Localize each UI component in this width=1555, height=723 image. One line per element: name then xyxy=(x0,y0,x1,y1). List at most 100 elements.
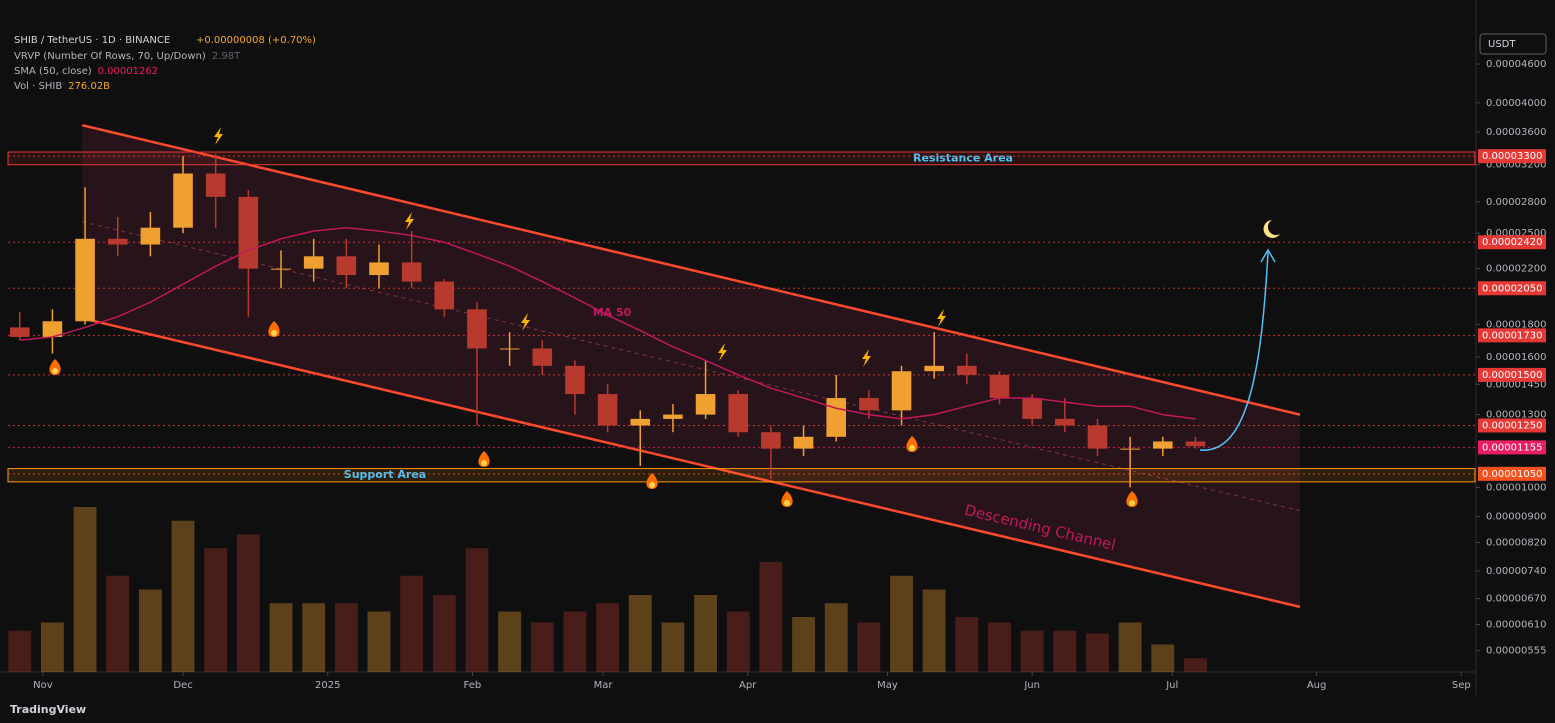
candle-body xyxy=(1120,448,1140,450)
zone xyxy=(7,151,1476,166)
level-label: 0.00002050 xyxy=(1482,283,1542,294)
x-tick-label: Apr xyxy=(739,680,757,691)
candle-body xyxy=(303,256,324,269)
x-tick-label: Dec xyxy=(173,680,192,691)
bolt-icon xyxy=(521,313,530,331)
y-tick-label: 0.00004000 xyxy=(1486,98,1546,109)
zone xyxy=(7,468,1476,483)
y-tick-label: 0.00002800 xyxy=(1486,197,1546,208)
candle-body xyxy=(630,418,651,426)
fire-core xyxy=(271,330,277,336)
candle-body xyxy=(924,365,944,372)
x-tick-label: Mar xyxy=(594,680,614,691)
y-tick-label: 0.00003200 xyxy=(1486,160,1546,171)
fire-core xyxy=(649,482,655,488)
volume-bar xyxy=(563,611,587,672)
indicator-name: VRVP (Number Of Rows, 70, Up/Down) xyxy=(14,51,206,62)
candle-body xyxy=(1087,425,1108,449)
volume-bar xyxy=(1151,644,1175,672)
candle-body xyxy=(891,371,912,411)
indicator-value: 2.98T xyxy=(212,51,241,62)
volume-bar xyxy=(171,520,195,672)
volume-bar xyxy=(628,595,652,672)
candle-body xyxy=(826,398,847,437)
volume-bar xyxy=(432,595,456,672)
fire-core xyxy=(481,460,487,466)
channel-upper xyxy=(81,123,1301,416)
x-tick-label: May xyxy=(877,680,898,691)
change: +0.00000008 (+0.70%) xyxy=(196,35,316,46)
volume-bar xyxy=(400,575,424,672)
volume-bar xyxy=(726,611,750,672)
channel-midline xyxy=(82,221,1301,512)
forecast-arrow xyxy=(1199,251,1269,451)
volume-bar xyxy=(106,575,130,672)
volume-bar xyxy=(661,622,685,672)
volume-bar xyxy=(236,534,260,672)
volume-bar xyxy=(694,595,718,672)
candle-body xyxy=(597,394,618,426)
y-tick-label: 0.00000900 xyxy=(1486,512,1546,523)
level-label: 0.00001250 xyxy=(1482,420,1542,431)
volume-bar xyxy=(596,603,620,672)
candle-body xyxy=(401,262,422,282)
footer xyxy=(0,695,1555,723)
volume-bar xyxy=(1020,630,1044,672)
y-tick-label: 0.00002200 xyxy=(1486,264,1546,275)
symbol: SHIB / TetherUS · 1D · BINANCE xyxy=(14,35,170,46)
volume-bar xyxy=(73,507,97,672)
candle-body xyxy=(173,173,193,228)
volume-bar xyxy=(922,589,946,672)
x-tick-label: Sep xyxy=(1452,680,1471,691)
candle-body xyxy=(663,414,683,419)
volume-bar xyxy=(367,611,391,672)
candle-body xyxy=(140,227,161,245)
candle-body xyxy=(9,327,30,337)
level-badge xyxy=(1478,418,1546,433)
candle-body xyxy=(1152,441,1173,449)
currency-box[interactable] xyxy=(1479,33,1547,55)
y-tick-label: 0.00001600 xyxy=(1486,352,1546,363)
candle-body xyxy=(434,281,455,310)
candle-body xyxy=(532,348,553,366)
candle-body xyxy=(859,398,879,411)
volume-bar xyxy=(792,617,815,672)
x-tick-label: Aug xyxy=(1307,680,1327,691)
volume-bar xyxy=(269,603,293,672)
candle-body xyxy=(271,268,291,270)
ma-line xyxy=(19,226,1196,420)
volume-bar xyxy=(988,622,1011,672)
volume-bar xyxy=(138,589,162,672)
level-label: 0.00002420 xyxy=(1482,237,1542,248)
fire-core xyxy=(52,368,58,374)
fire-core xyxy=(1129,500,1135,506)
x-tick-label: 2025 xyxy=(315,680,340,691)
ma-label: MA 50 xyxy=(593,306,632,319)
bolt-icon xyxy=(718,343,727,361)
y-tick-label: 0.00000555 xyxy=(1486,646,1546,657)
level-badge xyxy=(1478,281,1546,296)
currency[interactable]: USDT xyxy=(1488,39,1516,50)
y-tick-label: 0.00003600 xyxy=(1486,127,1546,138)
volume-bar xyxy=(530,622,554,672)
candle-body xyxy=(42,321,63,337)
level-badge xyxy=(1478,149,1546,164)
volume-bar xyxy=(759,562,783,672)
volume-bar xyxy=(1118,622,1142,672)
candle-body xyxy=(1185,441,1206,447)
bolt-icon xyxy=(214,127,223,145)
volume-bar xyxy=(857,622,881,672)
candle-body xyxy=(957,365,977,375)
candle-body xyxy=(75,238,95,322)
level-label: 0.00001730 xyxy=(1482,330,1542,341)
volume-bar xyxy=(1184,658,1207,672)
candle-body xyxy=(499,348,520,350)
indicator-name: SMA (50, close) xyxy=(14,66,92,77)
volume-bar xyxy=(40,622,64,672)
volume-bar xyxy=(1053,630,1077,672)
x-tick-label: Feb xyxy=(464,680,482,691)
level-badge xyxy=(1478,367,1546,382)
x-tick-label: Jul xyxy=(1165,680,1178,691)
moon-icon xyxy=(1263,220,1280,238)
